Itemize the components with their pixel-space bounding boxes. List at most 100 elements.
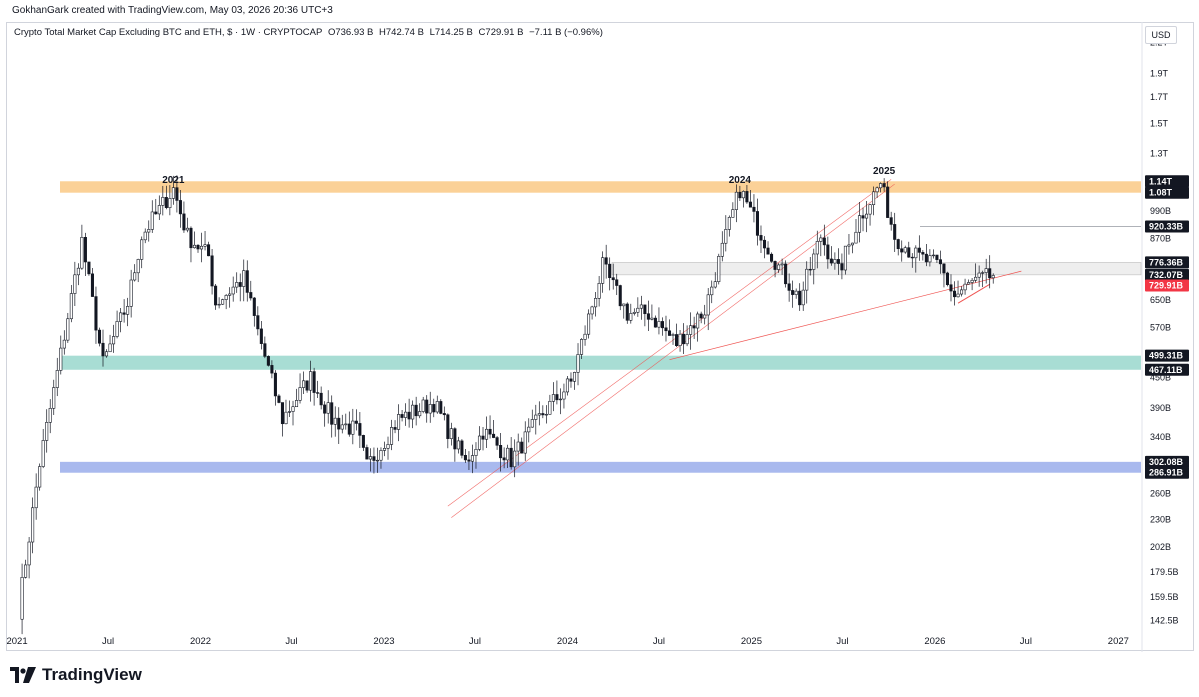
candle-body	[126, 306, 130, 315]
candle	[52, 379, 56, 415]
candle	[456, 436, 460, 454]
candle-body	[20, 577, 24, 620]
candle-body	[822, 237, 826, 246]
candle	[302, 371, 306, 394]
candle	[31, 497, 35, 554]
candle	[154, 198, 158, 215]
candle-body	[604, 257, 608, 265]
candle	[945, 271, 950, 287]
candle-body	[868, 204, 872, 215]
candle-body	[622, 303, 626, 307]
candle	[777, 263, 781, 273]
candle-body	[460, 440, 464, 456]
candle-body	[277, 395, 281, 403]
candle	[249, 280, 253, 301]
candle-body	[76, 267, 80, 276]
y-tick-label: 1.5T	[1150, 118, 1169, 128]
candle-body	[414, 404, 418, 417]
candle	[34, 473, 38, 520]
candle	[319, 386, 323, 410]
candle	[368, 448, 372, 472]
candle-body	[667, 330, 672, 336]
candle-body	[660, 321, 664, 329]
candle	[812, 248, 816, 285]
candle	[865, 200, 869, 233]
candle	[826, 236, 830, 269]
candle-body	[73, 274, 77, 294]
candle	[259, 320, 263, 350]
candle	[717, 253, 721, 285]
candle	[150, 200, 154, 233]
candle	[400, 410, 404, 422]
candle	[502, 447, 506, 469]
candle	[565, 375, 569, 396]
ohlc-open: O736.93 B	[327, 27, 374, 38]
candle	[748, 190, 752, 208]
candle-body	[960, 289, 964, 295]
candle	[689, 312, 693, 350]
candle-body	[706, 294, 710, 316]
candle-body	[104, 351, 109, 357]
candle	[590, 305, 594, 320]
candle	[900, 240, 904, 262]
candle	[481, 426, 485, 451]
candle-body	[298, 387, 302, 401]
zones	[60, 181, 1142, 473]
candle-body	[38, 466, 42, 488]
candle-body	[31, 507, 35, 543]
candle-body	[221, 299, 225, 305]
candle	[622, 303, 626, 319]
candle	[805, 261, 809, 304]
candle-body	[470, 455, 474, 462]
candle-body	[133, 272, 137, 281]
candle	[787, 273, 791, 302]
candle	[808, 256, 812, 276]
candle	[738, 185, 742, 201]
candle-body	[397, 414, 401, 430]
candle	[182, 201, 186, 233]
candle-body	[463, 455, 467, 461]
candle	[55, 357, 59, 397]
candle	[534, 404, 538, 435]
candle	[706, 288, 710, 331]
candle	[115, 310, 119, 339]
candle	[245, 260, 249, 302]
candle-body	[488, 428, 492, 435]
candle-body	[787, 283, 791, 291]
candle	[608, 257, 612, 291]
candle-body	[66, 318, 70, 341]
candle-body	[319, 392, 323, 406]
tradingview-logo[interactable]: TradingView	[10, 664, 142, 686]
candle-body	[256, 315, 260, 330]
blue-zone	[60, 461, 1141, 473]
candle-body	[689, 325, 693, 335]
price-label: 286.91B	[1145, 466, 1189, 479]
candle-body	[238, 282, 242, 287]
candle-body	[449, 428, 453, 439]
candle	[882, 178, 886, 192]
candle	[470, 444, 474, 474]
candle	[449, 422, 453, 446]
candle-body	[748, 201, 752, 208]
candle	[847, 233, 851, 255]
y-tick-label: 570B	[1150, 323, 1171, 333]
candle-body	[192, 244, 197, 249]
candle-body	[555, 394, 559, 401]
candle-body	[520, 441, 524, 454]
candle	[354, 409, 358, 431]
candle	[506, 444, 510, 469]
candle-body	[513, 450, 517, 468]
candle-body	[537, 413, 541, 416]
candle	[770, 252, 774, 263]
y-tick-label: 1.3T	[1150, 149, 1169, 159]
currency-button[interactable]: USD	[1145, 26, 1177, 44]
candle	[104, 349, 109, 358]
candle-body	[210, 255, 214, 287]
candle-body	[724, 229, 728, 244]
candle-body	[854, 231, 858, 244]
candle	[981, 270, 985, 288]
candle-body	[136, 259, 140, 274]
candle-body	[882, 183, 886, 188]
candle	[569, 372, 573, 388]
